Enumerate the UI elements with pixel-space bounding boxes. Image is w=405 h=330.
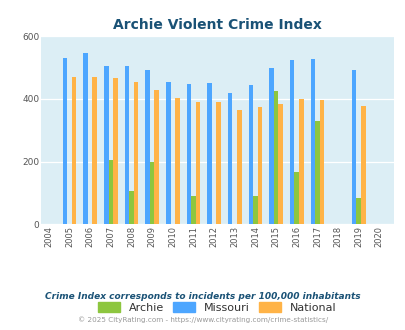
Bar — [227, 93, 232, 224]
Text: © 2025 CityRating.com - https://www.cityrating.com/crime-statistics/: © 2025 CityRating.com - https://www.city… — [78, 316, 327, 323]
Bar — [356, 198, 360, 224]
Bar — [124, 66, 129, 224]
Bar — [129, 191, 133, 224]
Bar — [237, 110, 241, 224]
Bar — [289, 60, 294, 224]
Bar — [294, 172, 298, 224]
Bar — [319, 100, 324, 224]
Bar — [310, 59, 314, 224]
Bar — [145, 70, 149, 224]
Bar — [248, 85, 253, 224]
Bar — [62, 58, 67, 224]
Bar — [216, 102, 220, 224]
Bar — [195, 102, 200, 224]
Bar — [191, 196, 195, 224]
Bar — [104, 66, 108, 224]
Bar — [113, 78, 117, 224]
Bar — [166, 82, 170, 224]
Bar — [314, 121, 319, 224]
Bar — [207, 83, 211, 224]
Bar — [278, 104, 282, 224]
Bar — [154, 90, 159, 224]
Bar — [149, 162, 154, 224]
Bar — [92, 77, 97, 224]
Bar — [83, 52, 88, 224]
Bar — [257, 108, 262, 224]
Bar — [186, 84, 191, 224]
Bar — [269, 68, 273, 224]
Title: Archie Violent Crime Index: Archie Violent Crime Index — [113, 18, 321, 32]
Bar — [298, 99, 303, 224]
Bar — [351, 70, 356, 224]
Bar — [175, 98, 179, 224]
Bar — [72, 77, 76, 224]
Text: Crime Index corresponds to incidents per 100,000 inhabitants: Crime Index corresponds to incidents per… — [45, 292, 360, 301]
Legend: Archie, Missouri, National: Archie, Missouri, National — [93, 298, 340, 317]
Bar — [360, 106, 364, 224]
Bar — [273, 91, 278, 224]
Bar — [108, 160, 113, 224]
Bar — [133, 82, 138, 224]
Bar — [253, 196, 257, 224]
